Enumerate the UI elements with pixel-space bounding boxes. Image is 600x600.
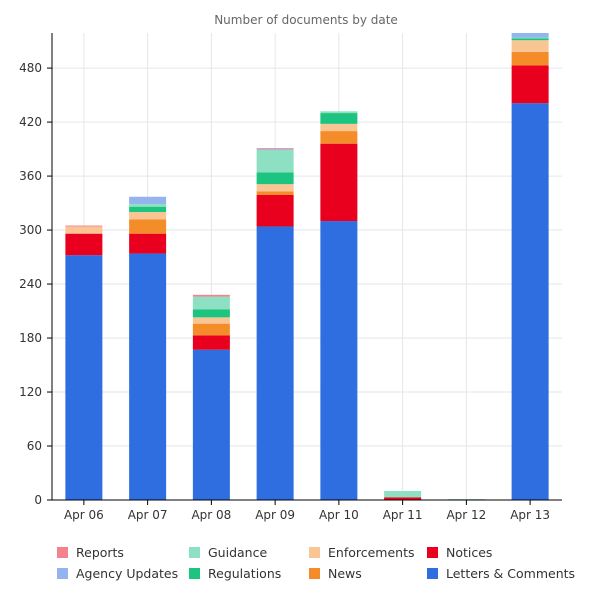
- bar-segment-letters-comments-apr-08[interactable]: [192, 349, 230, 500]
- y-tick-label: 360: [19, 169, 42, 183]
- bar-segment-enforcements-apr-10[interactable]: [320, 123, 358, 132]
- bar-segment-reports-apr-09[interactable]: [256, 148, 294, 150]
- bar-segment-regulations-apr-08[interactable]: [192, 309, 230, 318]
- bar-segment-guidance-apr-13[interactable]: [511, 37, 549, 39]
- legend-label: Letters & Comments: [446, 566, 576, 581]
- bar-segment-letters-comments-apr-13[interactable]: [511, 103, 549, 501]
- legend-label: Agency Updates: [76, 566, 179, 581]
- bar-segment-reports-apr-08[interactable]: [192, 294, 230, 297]
- bar-segment-guidance-apr-07[interactable]: [129, 203, 167, 207]
- bar-segment-regulations-apr-09[interactable]: [256, 172, 294, 185]
- x-tick-label: Apr 13: [510, 508, 550, 522]
- bar-segment-news-apr-08[interactable]: [192, 323, 230, 336]
- legend-item-regulations[interactable]: Regulations: [189, 566, 309, 581]
- legend-swatch: [309, 568, 320, 579]
- gridlines: [52, 33, 562, 500]
- legend-label: News: [328, 566, 362, 581]
- bar-segment-reports-apr-06[interactable]: [65, 225, 103, 227]
- bar-segment-regulations-apr-13[interactable]: [511, 38, 549, 41]
- bar-segment-guidance-apr-09[interactable]: [256, 149, 294, 173]
- bar-segment-letters-comments-apr-09[interactable]: [256, 226, 294, 501]
- legend: Reports Guidance Enforcements Notices Agency…: [57, 545, 577, 581]
- bar-segment-enforcements-apr-07[interactable]: [129, 212, 167, 220]
- bar-segment-enforcements-apr-09[interactable]: [256, 184, 294, 192]
- bar-segment-news-apr-07[interactable]: [129, 219, 167, 234]
- y-tick-label: 60: [27, 439, 42, 453]
- y-tick-label: 480: [19, 61, 42, 75]
- x-tick-labels: Apr 06 Apr 07 Apr 08 Apr 09 Apr 10 Apr 11 Apr …: [64, 500, 550, 522]
- bar-segment-agency-updates-apr-07[interactable]: [129, 196, 167, 204]
- legend-swatch: [189, 568, 200, 579]
- axes: [51, 33, 562, 501]
- bar-segment-letters-comments-apr-06[interactable]: [65, 255, 103, 500]
- legend-label: Regulations: [208, 566, 282, 581]
- legend-item-agency-updates[interactable]: Agency Updates: [57, 566, 189, 581]
- legend-swatch: [57, 547, 68, 558]
- legend-item-notices[interactable]: Notices: [427, 545, 577, 560]
- bar-segment-notices-apr-06[interactable]: [65, 233, 103, 256]
- bar-segment-enforcements-apr-06[interactable]: [65, 226, 103, 234]
- legend-item-enforcements[interactable]: Enforcements: [309, 545, 427, 560]
- legend-swatch: [189, 547, 200, 558]
- legend-item-news[interactable]: News: [309, 566, 427, 581]
- legend-swatch: [57, 568, 68, 579]
- legend-item-guidance[interactable]: Guidance: [189, 545, 309, 560]
- x-tick-label: Apr 09: [255, 508, 295, 522]
- bar-segment-letters-comments-apr-07[interactable]: [129, 253, 167, 500]
- legend-swatch: [427, 568, 438, 579]
- bar-segment-news-apr-10[interactable]: [320, 131, 358, 144]
- bar-segment-agency-updates-apr-09[interactable]: [256, 149, 294, 150]
- x-tick-label: Apr 11: [383, 508, 423, 522]
- y-tick-label: 120: [19, 385, 42, 399]
- bar-segment-agency-updates-apr-13[interactable]: [511, 33, 549, 38]
- bar-segment-guidance-apr-10[interactable]: [320, 111, 358, 114]
- x-tick-label: Apr 07: [128, 508, 168, 522]
- bar-segment-notices-apr-07[interactable]: [129, 233, 167, 254]
- legend-item-reports[interactable]: Reports: [57, 545, 189, 560]
- bar-segment-enforcements-apr-08[interactable]: [192, 317, 230, 324]
- bar-segment-regulations-apr-10[interactable]: [320, 113, 358, 124]
- x-tick-label: Apr 10: [319, 508, 359, 522]
- bar-segment-guidance-apr-08[interactable]: [192, 296, 230, 310]
- bar-segment-regulations-apr-07[interactable]: [129, 206, 167, 213]
- chart-title: Number of documents by date: [214, 13, 398, 27]
- y-tick-label: 180: [19, 331, 42, 345]
- x-tick-label: Apr 06: [64, 508, 104, 522]
- legend-label: Reports: [76, 545, 124, 560]
- y-tick-label: 0: [34, 493, 42, 507]
- bar-segment-notices-apr-09[interactable]: [256, 194, 294, 227]
- bar-segment-enforcements-apr-13[interactable]: [511, 40, 549, 52]
- x-tick-label: Apr 08: [191, 508, 231, 522]
- bar-segment-notices-apr-11[interactable]: [384, 497, 422, 500]
- bar-segment-letters-comments-apr-10[interactable]: [320, 221, 358, 500]
- bar-segment-notices-apr-13[interactable]: [511, 65, 549, 104]
- bar-segment-notices-apr-08[interactable]: [192, 335, 230, 350]
- legend-label: Enforcements: [328, 545, 415, 560]
- bar-segment-notices-apr-10[interactable]: [320, 143, 358, 222]
- legend-label: Guidance: [208, 545, 268, 560]
- legend-swatch: [309, 547, 320, 558]
- bar-segment-guidance-apr-11[interactable]: [384, 491, 422, 498]
- legend-swatch: [427, 547, 438, 558]
- y-tick-label: 300: [19, 223, 42, 237]
- bar-segment-news-apr-09[interactable]: [256, 191, 294, 195]
- bars: [65, 33, 549, 501]
- y-tick-labels: 0 60 120 180 240 300 360 420 480: [19, 61, 52, 507]
- y-tick-label: 420: [19, 115, 42, 129]
- bar-segment-news-apr-13[interactable]: [511, 51, 549, 66]
- x-tick-label: Apr 12: [446, 508, 486, 522]
- legend-item-letters-comments[interactable]: Letters & Comments: [427, 566, 577, 581]
- legend-label: Notices: [446, 545, 493, 560]
- y-tick-label: 240: [19, 277, 42, 291]
